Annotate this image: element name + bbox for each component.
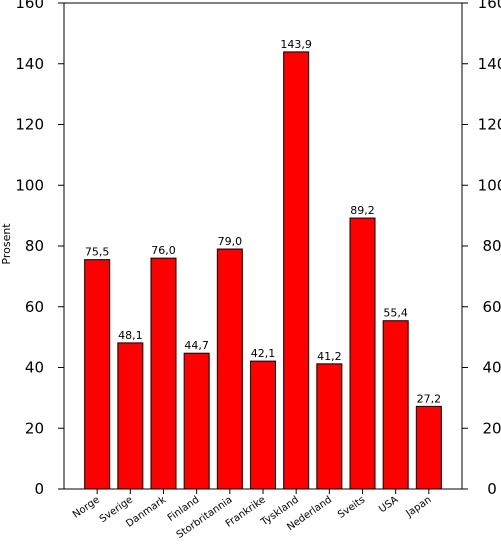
right-y-tick-label: 80 xyxy=(482,237,501,255)
right-y-tick-label: 40 xyxy=(482,359,501,377)
right-y-tick-label: 60 xyxy=(482,298,501,316)
value-label-storbritannia: 79,0 xyxy=(218,235,243,248)
right-y-tick-label: 160 xyxy=(478,0,501,12)
right-y-tick-label: 140 xyxy=(478,55,501,73)
left-y-tick-label: 60 xyxy=(25,298,44,316)
right-y-tick-label: 100 xyxy=(478,176,501,194)
right-y-tick-label: 0 xyxy=(487,480,497,498)
left-y-tick-label: 80 xyxy=(25,237,44,255)
left-y-tick-label: 40 xyxy=(25,359,44,377)
bar-frankrike xyxy=(250,360,276,490)
value-label-danmark: 76,0 xyxy=(151,244,176,257)
bar-danmark xyxy=(150,257,177,490)
value-label-japan: 27,2 xyxy=(417,392,442,405)
value-label-norge: 75,5 xyxy=(85,246,110,259)
value-label-tyskland: 143,9 xyxy=(280,38,312,51)
y-axis-title: Prosent xyxy=(0,223,13,265)
left-y-tick-label: 0 xyxy=(34,480,44,498)
left-y-tick-label: 140 xyxy=(15,55,44,73)
value-label-frankrike: 42,1 xyxy=(251,347,276,360)
right-y-tick-label: 120 xyxy=(478,116,501,134)
value-labels-group: 75,5 48,1 76,0 44,7 79,0 42,1 143,9 41,2 89,2 55,… xyxy=(85,38,441,405)
bar-nederland xyxy=(316,363,343,490)
bar-sverige xyxy=(117,342,144,490)
bar-storbritannia xyxy=(216,248,243,490)
left-y-axis: 0 20 40 60 80 100 120 140 160 xyxy=(15,0,64,498)
bars-group xyxy=(84,51,442,490)
bar-tyskland xyxy=(283,51,310,490)
category-labels-group: NorgeSverigeDanmarkFinlandStorbritanniaF… xyxy=(71,489,434,541)
value-label-sveits: 89,2 xyxy=(350,204,375,217)
bar-finland xyxy=(183,352,210,490)
value-label-nederland: 41,2 xyxy=(317,350,342,363)
left-y-tick-label: 20 xyxy=(25,419,44,437)
right-y-axis: 0 20 40 60 80 100 120 140 160 xyxy=(462,0,501,498)
category-label-usa: USA xyxy=(377,494,400,515)
category-label-japan: Japan xyxy=(404,494,434,520)
bar-sveits xyxy=(349,217,376,490)
value-label-usa: 55,4 xyxy=(383,307,408,320)
left-y-tick-label: 100 xyxy=(15,176,44,194)
value-label-sverige: 48,1 xyxy=(118,329,143,342)
bar-usa xyxy=(382,320,409,490)
bar-norge xyxy=(84,259,111,490)
left-y-tick-label: 160 xyxy=(15,0,44,12)
right-y-tick-label: 20 xyxy=(482,419,501,437)
left-y-tick-label: 120 xyxy=(15,116,44,134)
category-label-sveits: Sveits xyxy=(336,494,367,520)
bar-japan xyxy=(415,405,442,490)
value-label-finland: 44,7 xyxy=(184,339,209,352)
